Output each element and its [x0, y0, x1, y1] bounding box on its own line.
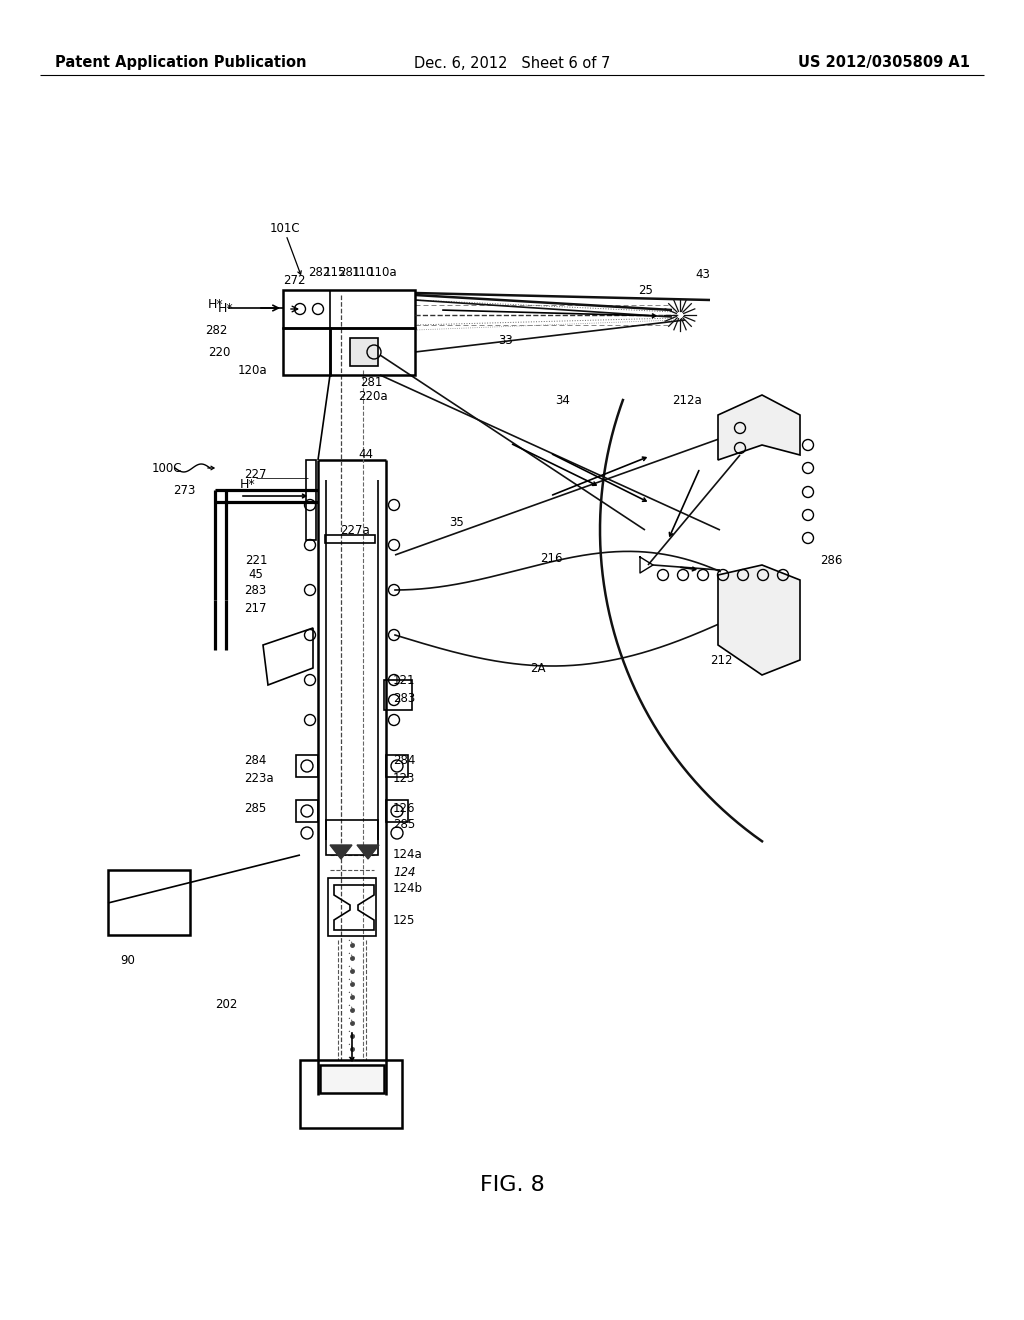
Text: 43: 43	[695, 268, 710, 281]
Text: 281: 281	[338, 265, 360, 279]
Text: 115: 115	[324, 265, 346, 279]
Text: 100C: 100C	[152, 462, 182, 474]
Bar	[326, 820, 378, 855]
Text: 283: 283	[393, 692, 416, 705]
Text: 124a: 124a	[393, 849, 423, 862]
Text: 124: 124	[393, 866, 416, 879]
Text: 33: 33	[498, 334, 513, 346]
Text: 220: 220	[208, 346, 230, 359]
Text: 282: 282	[205, 323, 227, 337]
Text: 124b: 124b	[393, 883, 423, 895]
Polygon shape	[357, 845, 379, 859]
Text: Patent Application Publication: Patent Application Publication	[55, 55, 306, 70]
Text: 285: 285	[244, 801, 266, 814]
Polygon shape	[718, 565, 800, 675]
Bar	[296, 755, 318, 777]
Text: 2A: 2A	[530, 661, 546, 675]
Text: 217: 217	[244, 602, 266, 615]
Text: 45: 45	[248, 569, 263, 582]
Text: 223a: 223a	[244, 771, 273, 784]
Text: 286: 286	[820, 553, 843, 566]
Text: 221: 221	[245, 553, 267, 566]
Text: H*: H*	[240, 479, 256, 491]
Text: H*: H*	[208, 298, 223, 312]
Text: 285: 285	[393, 818, 416, 832]
Text: Dec. 6, 2012   Sheet 6 of 7: Dec. 6, 2012 Sheet 6 of 7	[414, 55, 610, 70]
Text: 212a: 212a	[672, 393, 701, 407]
Bar	[328, 878, 376, 936]
Polygon shape	[718, 395, 800, 459]
Bar	[108, 870, 190, 935]
Text: 227a: 227a	[340, 524, 370, 536]
Text: 120a: 120a	[238, 363, 267, 376]
Text: 44: 44	[358, 449, 373, 462]
Text: US 2012/0305809 A1: US 2012/0305809 A1	[798, 55, 970, 70]
Text: 126: 126	[393, 801, 416, 814]
Text: 212: 212	[710, 653, 732, 667]
Text: 35: 35	[449, 516, 464, 528]
Text: 202: 202	[215, 998, 238, 1011]
Text: 125: 125	[393, 913, 416, 927]
Text: 281: 281	[360, 375, 382, 388]
Text: 216: 216	[540, 552, 562, 565]
Text: 272: 272	[283, 273, 305, 286]
Text: 227: 227	[244, 469, 266, 482]
Text: 284: 284	[393, 754, 416, 767]
Text: 101C: 101C	[270, 222, 301, 235]
Text: 220a: 220a	[358, 389, 388, 403]
Text: 25: 25	[638, 284, 653, 297]
Text: 90: 90	[120, 953, 135, 966]
Text: 282: 282	[308, 265, 331, 279]
Text: H*: H*	[218, 301, 233, 314]
Bar	[325, 535, 375, 543]
Bar	[319, 1065, 384, 1093]
Bar	[300, 1060, 402, 1129]
Bar	[296, 800, 318, 822]
Text: 123: 123	[393, 771, 416, 784]
Text: 34: 34	[555, 393, 570, 407]
Bar	[386, 800, 408, 822]
Bar	[283, 327, 330, 375]
Text: 283: 283	[244, 583, 266, 597]
Text: 121: 121	[393, 673, 416, 686]
Bar	[386, 755, 408, 777]
Text: 110: 110	[352, 265, 375, 279]
Bar	[306, 459, 316, 540]
Polygon shape	[330, 845, 352, 859]
Text: 110a: 110a	[368, 265, 397, 279]
Bar	[283, 290, 415, 327]
Text: FIG. 8: FIG. 8	[479, 1175, 545, 1195]
Text: 273: 273	[173, 483, 196, 496]
Text: 284: 284	[244, 754, 266, 767]
Bar	[330, 327, 415, 375]
Bar	[350, 338, 378, 366]
Bar	[384, 680, 412, 710]
